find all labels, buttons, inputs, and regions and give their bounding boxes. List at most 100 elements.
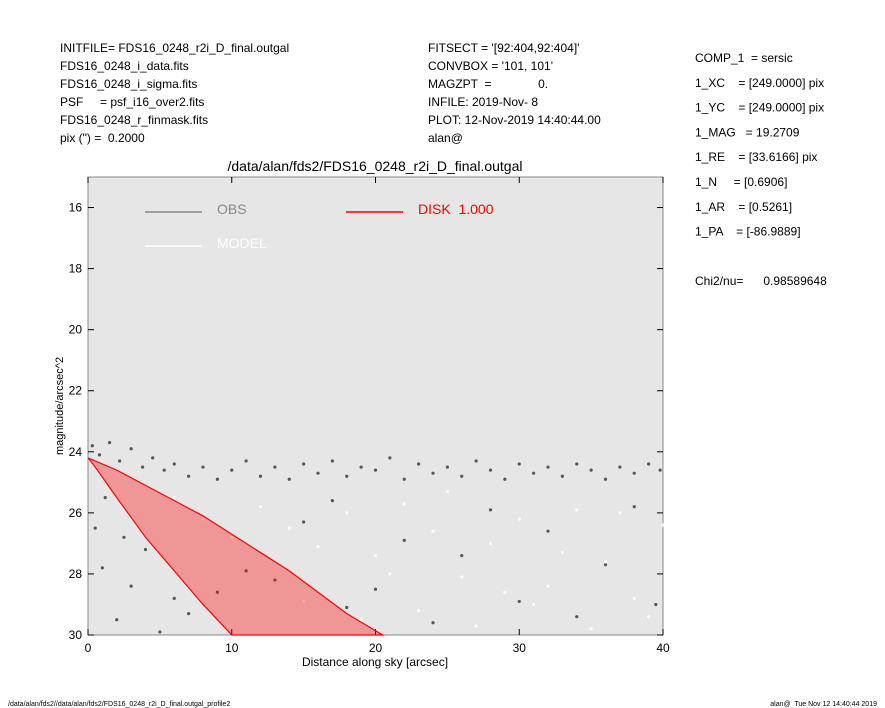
point xyxy=(517,517,521,521)
point xyxy=(93,526,97,530)
header-middle: alan@ xyxy=(428,131,463,145)
point xyxy=(618,465,622,469)
point xyxy=(302,520,306,524)
point xyxy=(402,477,406,481)
point xyxy=(445,465,449,469)
point xyxy=(589,627,593,631)
legend-label: DISK 1.000 xyxy=(418,201,494,217)
point xyxy=(172,462,176,466)
point xyxy=(373,587,378,591)
point xyxy=(632,596,636,600)
point xyxy=(330,499,334,503)
x-tick-label: 20 xyxy=(369,641,383,655)
point xyxy=(158,630,162,634)
point xyxy=(201,517,205,521)
header-right: 1_PA = [-86.9889] xyxy=(695,225,801,239)
point xyxy=(431,529,435,533)
y-axis-label: magnitude/arcsec^2 xyxy=(54,357,66,455)
point xyxy=(107,441,112,445)
header-right: 1_YC = [249.0000] pix xyxy=(695,101,824,115)
header-left: FDS16_0248_r_finmask.fits xyxy=(60,113,208,127)
point xyxy=(517,462,521,466)
x-tick-label: 10 xyxy=(225,641,239,655)
footer-left: /data/alan/fds2//data/alan/fds2/FDS16_02… xyxy=(8,701,230,708)
point xyxy=(658,468,662,472)
point xyxy=(244,459,248,463)
point xyxy=(215,590,219,594)
point xyxy=(316,471,320,475)
point xyxy=(402,538,406,542)
point xyxy=(488,541,493,546)
point xyxy=(603,560,608,564)
point xyxy=(215,477,219,481)
point xyxy=(460,575,464,579)
point xyxy=(460,554,464,558)
point xyxy=(141,465,145,469)
point xyxy=(632,505,636,509)
point xyxy=(143,547,148,552)
point xyxy=(388,572,392,576)
point xyxy=(151,456,155,460)
point xyxy=(503,477,507,481)
x-tick-label: 0 xyxy=(85,641,92,655)
header-right: 1_RE = [33.6166] pix xyxy=(695,150,817,164)
header-left: FDS16_0248_i_sigma.fits xyxy=(60,77,197,91)
legend-label: MODEL xyxy=(217,235,267,251)
point xyxy=(647,462,651,466)
point xyxy=(417,462,421,466)
point xyxy=(100,566,104,570)
header-middle: PLOT: 12-Nov-2019 14:40:44.00 xyxy=(428,113,601,127)
point xyxy=(532,602,536,607)
plot-clip xyxy=(87,441,665,636)
point xyxy=(654,602,658,607)
y-tick-label: 30 xyxy=(69,628,83,642)
header-left: INITFILE= FDS16_0248_r2i_D_final.outgal xyxy=(60,41,289,55)
point xyxy=(129,584,133,588)
point xyxy=(258,474,263,478)
point xyxy=(445,489,449,494)
point xyxy=(373,468,378,472)
point xyxy=(273,578,277,582)
point xyxy=(230,468,234,472)
point xyxy=(517,599,521,604)
point xyxy=(345,474,349,478)
point xyxy=(359,465,363,469)
point xyxy=(661,523,665,527)
header-right: 1_MAG = 19.2709 xyxy=(695,125,800,139)
chi2: Chi2/nu= 0.98589648 xyxy=(695,274,827,288)
point xyxy=(90,444,94,448)
point xyxy=(474,459,478,463)
header-right: 1_XC = [249.0000] pix xyxy=(695,76,824,90)
point xyxy=(273,465,277,469)
header-right: 1_N = [0.6906] xyxy=(695,175,787,189)
point xyxy=(244,569,248,573)
point xyxy=(632,471,636,475)
point xyxy=(345,511,349,515)
point xyxy=(503,590,507,594)
point xyxy=(373,554,378,558)
point xyxy=(546,584,550,588)
legend-label: OBS xyxy=(217,201,247,217)
point xyxy=(287,526,291,530)
point xyxy=(546,529,550,533)
point xyxy=(388,456,392,460)
header-left: PSF = psf_i16_over2.fits xyxy=(60,95,204,109)
point xyxy=(647,615,651,619)
point xyxy=(402,502,406,506)
x-axis-label: Distance along sky [arcsec] xyxy=(302,655,448,669)
point xyxy=(589,468,593,472)
point xyxy=(302,462,306,466)
plot-area xyxy=(87,176,664,636)
point xyxy=(575,508,579,512)
point xyxy=(603,477,608,481)
header-middle: CONVBOX = '101, 101' xyxy=(428,59,553,73)
point xyxy=(431,471,435,475)
y-tick-label: 18 xyxy=(69,262,83,276)
header-middle: MAGZPT = 0. xyxy=(428,77,548,91)
point xyxy=(287,477,291,481)
point xyxy=(575,462,579,466)
disk-area xyxy=(87,457,385,636)
x-tick-label: 40 xyxy=(656,641,670,655)
header-right: 1_AR = [0.5261] xyxy=(695,200,792,214)
